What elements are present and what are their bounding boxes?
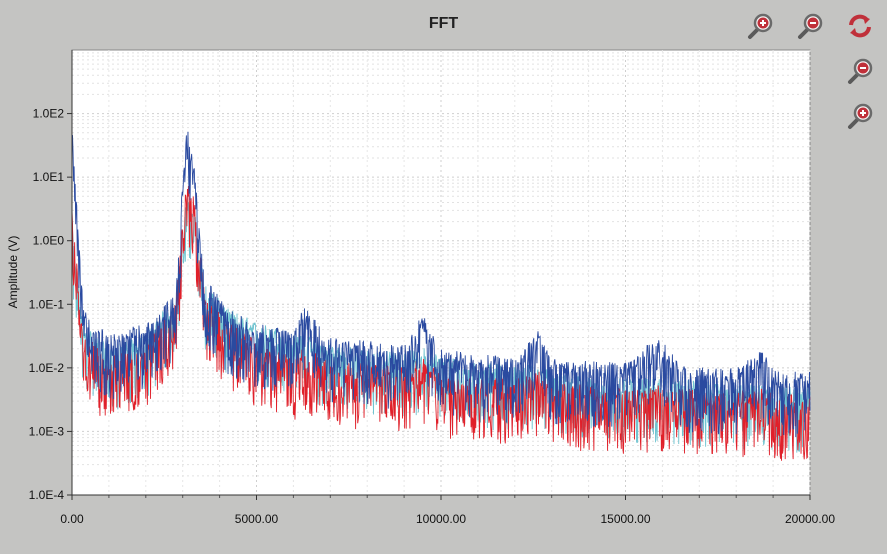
- axes: 1.0E-4 1.0E-3 1.0E-2 1.0E-1 1.0E0 1.0E1 1.0E2 0…: [29, 50, 835, 526]
- zoom-out-x-icon[interactable]: [795, 11, 825, 41]
- refresh-icon[interactable]: [845, 11, 875, 41]
- chart-title: FFT: [428, 15, 459, 32]
- y-tick-label: 1.0E2: [33, 107, 65, 121]
- y-tick-label: 1.0E0: [33, 234, 65, 248]
- x-tick-label: 15000.00: [600, 512, 650, 526]
- series-line-3: [71, 131, 811, 438]
- grid: [71, 50, 811, 496]
- series-layer: [71, 131, 811, 461]
- x-tick-label: 10000.00: [416, 512, 466, 526]
- x-tick-label: 5000.00: [235, 512, 279, 526]
- y-tick-label: 1.0E1: [33, 170, 65, 184]
- y-tick-label: 1.0E-1: [29, 297, 65, 311]
- zoom-in-y-icon[interactable]: [845, 101, 875, 131]
- y-tick-label: 1.0E-2: [29, 361, 65, 375]
- zoom-out-y-icon[interactable]: [845, 56, 875, 86]
- y-tick-label: 1.0E-3: [29, 424, 65, 438]
- x-tick-label: 20000.00: [785, 512, 835, 526]
- zoom-in-x-icon[interactable]: [745, 11, 775, 41]
- x-tick-label: 0.00: [60, 512, 84, 526]
- y-tick-label: 1.0E-4: [29, 488, 65, 502]
